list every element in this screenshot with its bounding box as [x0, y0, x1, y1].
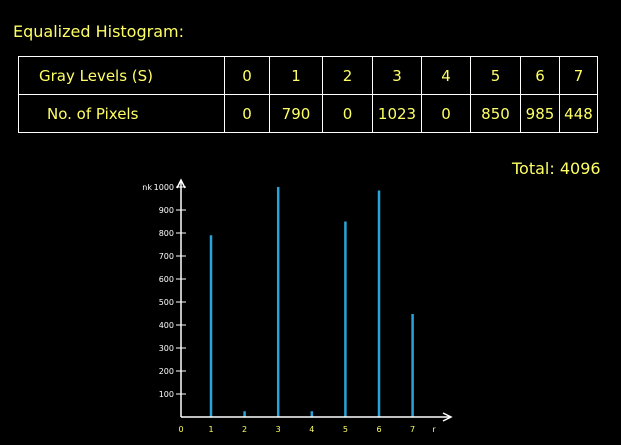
x-tick-label: 1	[208, 425, 213, 434]
y-tick-label: 800	[159, 229, 174, 238]
y-tick-label: 100	[159, 390, 174, 399]
pixel-cell: 790	[269, 94, 323, 133]
histogram-title: Equalized Histogram:	[13, 22, 184, 41]
x-tick-label: 7	[410, 425, 415, 434]
x-tick-label: 3	[276, 425, 281, 434]
pixel-cell: 850	[470, 94, 521, 133]
pixel-count-row: No. of Pixels 0 790 0 1023 0 850 985 448	[18, 94, 598, 133]
y-tick-label: 600	[159, 275, 174, 284]
pixel-cell: 0	[322, 94, 373, 133]
pixel-count-label: No. of Pixels	[18, 94, 225, 133]
y-tick-label: 700	[159, 252, 174, 261]
bar-group	[209, 187, 414, 417]
y-tick-label: 300	[159, 344, 174, 353]
pixel-cell: 0	[224, 94, 270, 133]
gray-levels-label: Gray Levels (S)	[18, 56, 225, 95]
x-tick-label: 0	[178, 425, 183, 434]
level-cell: 6	[520, 56, 560, 95]
pixel-cell: 448	[559, 94, 598, 133]
x-tick-label: 6	[376, 425, 381, 434]
x-axis-arrow	[442, 412, 453, 422]
y-tick-label: 1000	[154, 183, 174, 192]
y-axis-label: nk	[142, 183, 152, 192]
gray-level-table: Gray Levels (S) 0 1 2 3 4 5 6 7 No. of P…	[18, 56, 598, 133]
pixel-cell: 1023	[372, 94, 422, 133]
pixel-cell: 0	[421, 94, 471, 133]
x-axis-label: r	[432, 425, 436, 434]
y-tick-label: 200	[159, 367, 174, 376]
y-axis-arrow	[176, 178, 186, 189]
gray-levels-row: Gray Levels (S) 0 1 2 3 4 5 6 7	[18, 56, 598, 95]
level-cell: 0	[224, 56, 270, 95]
level-cell: 4	[421, 56, 471, 95]
y-tick-label: 500	[159, 298, 174, 307]
level-cell: 3	[372, 56, 422, 95]
x-tick-label: 2	[242, 425, 247, 434]
total-pixels: Total: 4096	[512, 159, 601, 178]
x-tick-label: 4	[309, 425, 314, 434]
y-tick-label: 900	[159, 206, 174, 215]
level-cell: 5	[470, 56, 521, 95]
x-tick-label: 5	[343, 425, 348, 434]
y-tick-label: 400	[159, 321, 174, 330]
